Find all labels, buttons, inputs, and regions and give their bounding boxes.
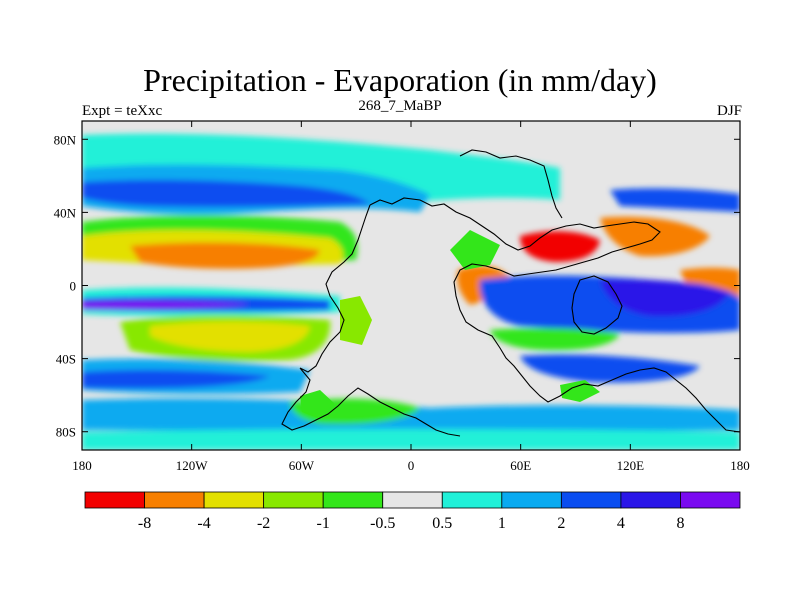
blob-south-ocean-blue <box>82 369 270 389</box>
patch-africa-green-band <box>450 230 500 270</box>
blob-antarctic-cyan <box>82 429 740 450</box>
blob-south-indian-green <box>490 327 620 351</box>
coastline <box>281 149 740 437</box>
colorbar-swatch <box>680 491 741 509</box>
blob-south-indian-blue <box>520 354 700 383</box>
y-tick-label: 80S <box>56 425 76 440</box>
map-panel <box>82 121 740 450</box>
colorbar-label: 4 <box>617 515 625 532</box>
y-tick-label: 40S <box>56 352 76 367</box>
colorbar-label: -8 <box>138 515 151 532</box>
blob-equator-purple <box>82 300 250 310</box>
colorbar-swatch <box>560 491 622 509</box>
y-tick-label: 40N <box>54 205 77 220</box>
patch-west-coast-green <box>300 390 335 418</box>
y-tick-label: 0 <box>70 279 77 294</box>
colorbar-swatch <box>203 491 265 509</box>
colorbar-label: -4 <box>197 515 210 532</box>
colorbar-label: -2 <box>257 515 270 532</box>
x-tick-label: 0 <box>408 458 415 473</box>
x-tick-label: 120E <box>617 458 645 473</box>
colorbar-label: -1 <box>317 515 330 532</box>
plot-subtitle: 268_7_MaBP <box>358 98 442 114</box>
blob-subtropic-north-orange <box>130 242 320 269</box>
colorbar-label: -0.5 <box>370 515 395 532</box>
blob-south-pacific-blue <box>82 398 740 432</box>
y-tick-label: 80N <box>54 132 77 147</box>
colorbar: -8 -4 -2 -1 -0.5 0.5 1 2 4 8 <box>84 491 741 532</box>
patch-south-america-green <box>340 296 372 345</box>
patch-east-ocean-green <box>560 380 600 402</box>
colorbar-swatch <box>263 491 324 509</box>
blob-east-storm-track <box>610 188 740 212</box>
blob-indopacific-purple <box>600 279 730 317</box>
blob-north-pacific-blue <box>82 179 370 207</box>
colorbar-swatch <box>382 491 443 509</box>
colorbar-swatch <box>501 491 562 509</box>
colorbar-label: 8 <box>676 515 684 532</box>
x-axis: 180 120W 60W 0 60E 120E 180 <box>72 121 750 473</box>
experiment-label: Expt = teXxc <box>82 103 163 119</box>
colorbar-label: 0.5 <box>432 515 452 532</box>
x-tick-label: 180 <box>730 458 750 473</box>
colorbar-label: 1 <box>498 515 506 532</box>
x-tick-label: 60W <box>289 458 315 473</box>
season-label: DJF <box>716 103 742 119</box>
y-axis: 80N 40N 0 40S 80S <box>54 132 740 440</box>
colorbar-swatch <box>84 491 145 509</box>
colorbar-swatch <box>322 491 384 509</box>
colorbar-swatch <box>441 491 503 509</box>
plot-title: Precipitation - Evaporation (in mm/day) <box>143 62 657 98</box>
colorbar-label: 2 <box>557 515 565 532</box>
x-tick-label: 120W <box>176 458 209 473</box>
x-tick-label: 180 <box>72 458 92 473</box>
colorbar-swatch <box>620 491 681 509</box>
colorbar-swatch <box>144 491 205 509</box>
x-tick-label: 60E <box>510 458 531 473</box>
blob-continent-hot-red <box>520 231 600 262</box>
blob-subtropic-south-yellow <box>150 321 310 352</box>
